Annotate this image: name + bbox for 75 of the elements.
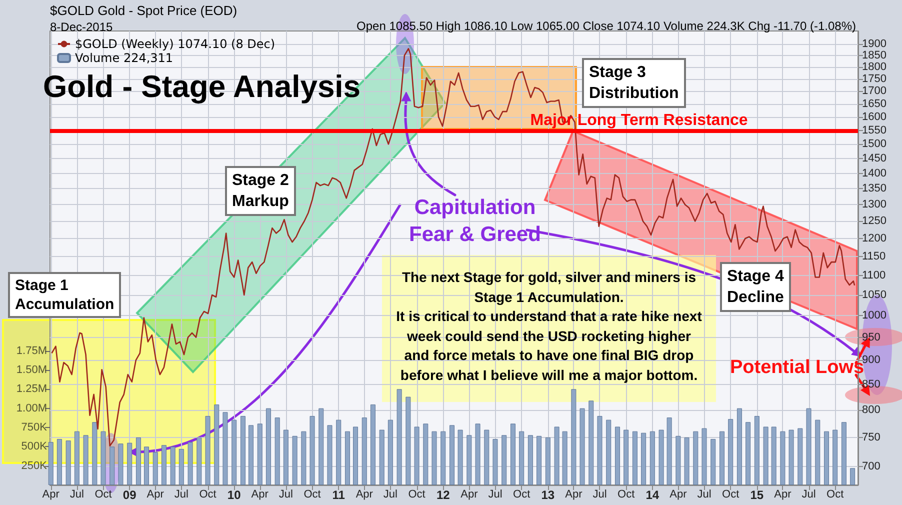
annotation: 8-Dec-2015: [50, 20, 113, 34]
x-tick-label: Apr: [251, 488, 269, 500]
annotation: Capitulation Fear & Greed: [408, 195, 542, 248]
y-tick-label: 1500: [862, 138, 886, 150]
y-tick-label: 1650: [862, 98, 886, 110]
x-tick-label: Apr: [356, 488, 374, 500]
x-tick-label: 12: [436, 488, 450, 502]
x-tick-label: Apr: [460, 488, 478, 500]
x-tick-label: 11: [332, 488, 346, 502]
y-tick-label: 900: [862, 354, 880, 366]
y-tick-label: 950: [862, 331, 880, 344]
x-tick-label: Jul: [802, 488, 816, 500]
y-tick-label: 1700: [862, 85, 886, 98]
annotation: The next Stage for gold, silver and miners is Stage 1 Accumulation. It is critical to understand that a rate hike next week could send the USD rocketing higher and force metals to have one final BIG drop before what I believe will me a major bottom.: [395, 268, 703, 385]
x-tick-label: Jul: [383, 488, 398, 500]
x-tick-label: Apr: [670, 488, 688, 500]
y-tick-label: 750: [862, 431, 880, 444]
x-tick-label: Oct: [94, 488, 112, 500]
y-tick-label: 1900: [862, 38, 886, 50]
annotation: Stage 3 Distribution: [582, 58, 686, 108]
y-tick-label: 1750: [862, 72, 886, 85]
x-tick-label: Jul: [70, 488, 84, 500]
y-tick-label: 1000: [862, 310, 886, 322]
y-tick-label: 1400: [862, 167, 886, 180]
x-tick-label: Apr: [774, 488, 792, 500]
x-tick-label: Jul: [278, 488, 293, 500]
x-tick-label: Jul: [592, 488, 607, 500]
y-tick-label: 1800: [862, 61, 886, 74]
x-tick-label: Apr: [565, 488, 583, 500]
y-tick-label: 1250: [862, 215, 886, 228]
text: Gold - Stage Analysis: [43, 69, 361, 104]
x-tick-label: Oct: [618, 488, 635, 500]
y-tick-label: 1200: [862, 232, 886, 245]
y-tick-label: 1450: [862, 152, 886, 164]
text: $GOLD Gold - Spot Price (EOD): [50, 3, 238, 18]
y-tick-label: 850: [862, 378, 880, 390]
y-tick-label: 1150: [862, 250, 886, 263]
y-tick-label: 700: [862, 460, 880, 472]
x-tick-label: Jul: [174, 488, 188, 500]
x-tick-label: Apr: [146, 488, 164, 500]
x-tick-label: Jul: [488, 488, 502, 500]
x-tick-label: Oct: [722, 488, 740, 500]
x-tick-label: 09: [122, 488, 137, 502]
y-tick-label: 800: [862, 404, 880, 416]
y2-tick-label: 1.50M: [16, 364, 47, 376]
annotation: Open 1085.50 High 1086.10 Low 1065.00 Close 1074.10 Volume 224.3K Chg -11.70 (-1.08%): [356, 19, 856, 33]
y2-tick-label: 1.25M: [16, 383, 47, 396]
x-tick-label: Oct: [199, 488, 216, 500]
y2-tick-label: 500K: [21, 440, 48, 453]
x-tick-label: Oct: [513, 488, 530, 500]
x-tick-label: 10: [227, 488, 242, 502]
ref-line-label: Major Long Term Resistance: [530, 112, 748, 129]
annotation: Stage 2 Markup: [225, 166, 296, 216]
x-tick-label: Jul: [697, 488, 712, 500]
x-tick-label: 15: [750, 488, 764, 502]
y-tick-label: 1050: [862, 288, 886, 301]
y-tick-label: 1300: [862, 198, 886, 211]
x-tick-label: Oct: [408, 488, 426, 500]
y-tick-label: 1100: [862, 269, 886, 282]
y-tick-label: 1550: [862, 124, 886, 136]
annotation: Stage 1 Accumulation: [8, 272, 122, 318]
x-tick-label: Oct: [304, 488, 321, 500]
x-tick-label: Apr: [42, 488, 60, 500]
y-tick-label: 1350: [862, 182, 886, 195]
legend-label: Volume 224,311: [75, 51, 174, 65]
y2-tick-label: 750K: [21, 421, 48, 434]
y-tick-label: 1850: [862, 49, 886, 62]
annotation: Stage 4 Decline: [720, 262, 791, 312]
x-tick-label: Oct: [826, 488, 844, 500]
y2-tick-label: 1.75M: [16, 344, 47, 357]
y-tick-label: 1600: [862, 110, 886, 123]
y2-tick-label: 1.00M: [16, 402, 47, 414]
x-tick-label: 14: [646, 488, 660, 502]
x-tick-label: 13: [541, 488, 555, 502]
legend-label: $GOLD (Weekly) 1074.10 (8 Dec): [75, 37, 276, 51]
